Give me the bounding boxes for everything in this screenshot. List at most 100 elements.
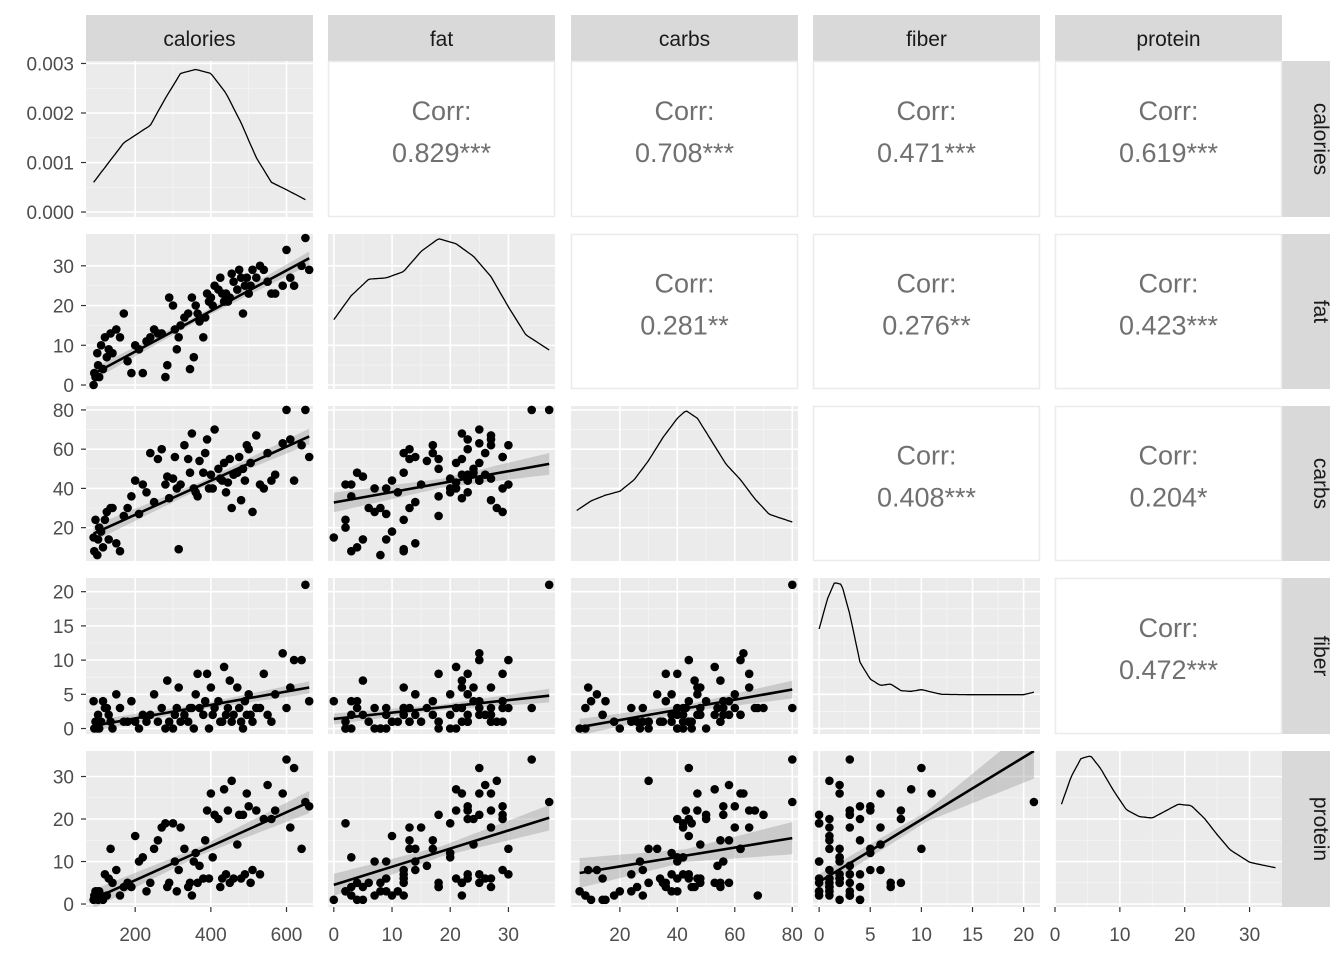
data-point [93,710,103,720]
y-tick-label: 20 [53,583,74,604]
strip-label-right-fat: fat [1309,300,1332,324]
data-point [286,823,295,832]
scatter-panel-fiber-vs-calories [86,578,314,734]
data-point [270,806,280,815]
data-point [234,452,244,462]
data-point [174,544,183,554]
data-point [370,857,379,866]
data-point [138,368,148,378]
strip-right-calories [1282,61,1330,217]
data-point [814,857,824,866]
data-point [451,806,461,815]
data-point [814,819,824,828]
data-point [592,690,602,699]
corr-label: Corr: [1139,269,1199,299]
data-point [259,265,269,275]
data-point [710,662,719,672]
data-point [138,480,148,489]
regression-line [333,694,550,721]
data-point [193,492,202,501]
data-point [142,717,151,726]
data-point [411,497,420,507]
data-point [434,878,443,888]
data-point [263,710,272,720]
data-point [381,703,391,713]
data-point [492,776,502,786]
data-point [845,806,855,815]
data-point [457,878,467,888]
data-point [719,802,728,811]
corr-value: 0.472*** [1119,655,1219,685]
data-point [445,819,455,828]
data-point [855,870,865,879]
scatter-panel-fiber-vs-carbs [571,578,798,734]
data-point [673,669,682,679]
strip-label-top-fiber: fiber [906,28,947,51]
data-point [399,468,409,478]
data-point [598,710,607,720]
data-point [644,844,653,854]
data-point [434,810,443,820]
y-tick-label: 30 [53,768,74,789]
data-point [445,690,455,699]
data-point [297,655,306,665]
corr-label: Corr: [1139,96,1199,126]
data-point [463,690,473,699]
data-point [189,724,199,733]
data-point [527,703,536,713]
data-point [475,789,484,798]
data-point [716,836,725,845]
data-point [146,448,155,458]
data-point [835,844,844,854]
data-point [183,717,193,726]
data-point [289,655,299,665]
data-point [301,233,310,243]
data-point [866,806,875,815]
data-point [180,844,189,854]
data-point [411,710,420,720]
data-point [236,717,246,726]
strip-label-top-fat: fat [430,28,454,51]
data-point [227,717,236,726]
data-point [278,789,288,798]
data-point [876,865,885,875]
data-point [876,823,885,832]
data-point [108,503,117,513]
data-point [411,690,420,699]
scatter-panel-fiber-vs-fat [328,578,555,734]
data-point [146,333,155,342]
data-point [730,690,740,699]
data-point [185,468,195,478]
data-point [678,823,688,832]
data-point [835,780,844,790]
data-point [168,474,178,483]
data-point [855,882,865,892]
data-point [463,444,473,454]
data-point [341,819,350,828]
data-point [364,503,374,513]
data-point [451,484,461,493]
data-point [504,703,513,713]
strip-right-carbs [1282,406,1330,561]
data-point [866,865,875,875]
data-point [381,724,391,733]
data-point [127,696,136,706]
density-curve-calories [93,68,306,201]
data-point [399,865,409,875]
data-point [475,703,484,713]
data-point [130,831,140,841]
corr-panel-border [812,405,1041,562]
data-point [845,823,855,832]
data-point [486,703,496,713]
data-point [598,895,607,905]
data-point [259,484,269,493]
y-tick-label: 30 [53,257,74,278]
x-tick-label: 30 [498,925,519,946]
data-point [736,710,745,720]
data-point [814,810,824,820]
data-point [214,814,223,824]
data-point [238,309,248,318]
y-tick-label: 20 [53,810,74,831]
density-curve-carbs [576,410,793,523]
